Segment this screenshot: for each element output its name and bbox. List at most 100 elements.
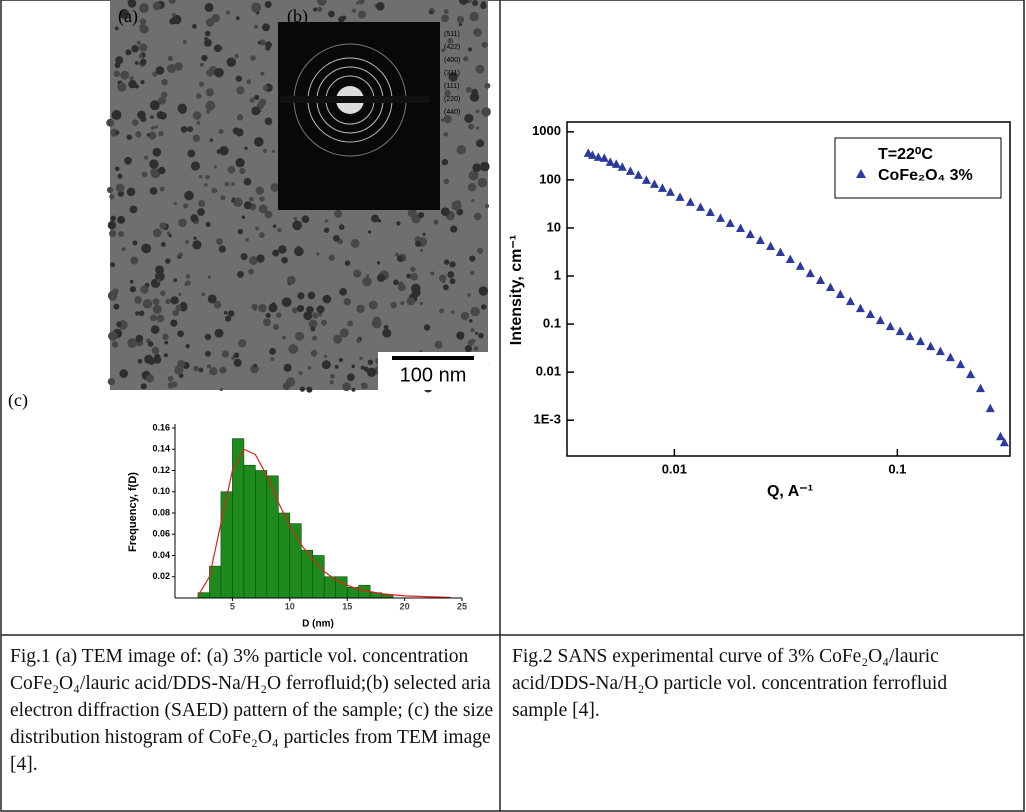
particle [219,145,229,156]
particle [236,86,245,95]
particle [213,300,222,309]
particle [167,55,173,62]
particle [334,364,339,369]
particle [185,274,191,279]
particle [169,18,176,25]
particle [255,186,264,195]
particle [205,18,215,27]
particle [235,16,240,21]
particle [443,178,450,185]
particle [224,181,230,187]
particle [196,121,201,125]
particle [328,254,335,261]
particle [265,45,271,51]
particle [134,61,139,65]
particle [154,271,165,282]
particle [249,97,255,103]
particle [285,377,296,387]
particle [282,335,286,340]
particle [467,182,477,192]
particle [213,44,222,53]
particle [127,338,138,348]
particle [185,343,190,349]
particle [353,269,362,278]
particle [254,94,260,100]
particle [152,298,160,306]
caption: Fig.1 (a) TEM image of: (a) 3% particle … [10,646,494,775]
particle [199,62,204,67]
particle [192,24,197,29]
particle [164,340,169,345]
particle [270,356,275,362]
data-point [715,213,725,222]
particle [470,306,480,317]
particle [117,82,127,92]
particle [140,80,145,85]
y-tick-label: 0.14 [152,444,170,454]
particle [351,8,357,13]
particle [239,167,246,175]
particle [440,118,445,122]
particle [243,177,252,186]
particle [190,214,199,222]
particle [114,166,120,172]
particle [356,338,361,344]
particle [440,207,450,217]
data-point [599,153,609,162]
particle [141,171,148,178]
particle [264,210,273,219]
particle [334,209,343,218]
data-point [815,275,825,285]
particle [449,278,456,285]
particle [398,281,404,287]
particle [149,100,160,111]
particle [372,316,381,326]
particle [157,166,166,175]
particle [264,0,272,9]
particle [218,245,226,253]
particle [115,183,125,193]
particle [121,247,126,252]
particle [377,218,382,223]
particle [443,131,449,137]
particle [216,238,223,245]
data-point [805,268,815,278]
particle [161,78,168,86]
particle [165,258,171,264]
particle [165,298,171,305]
particle [434,340,443,349]
particle [259,196,265,202]
particle [161,242,166,247]
particle [249,256,258,265]
y-tick-label: 0.04 [152,550,170,560]
particle [129,286,136,293]
particle [469,255,476,262]
legend-marker [856,169,866,178]
particle [159,222,167,230]
particle [467,339,474,346]
particle [355,1,359,5]
data-point [641,175,651,184]
particle [476,247,484,254]
particle [192,111,202,120]
particle [129,205,138,214]
particle [481,1,486,6]
particle [477,177,488,188]
particle [312,312,319,319]
particle [458,22,462,27]
particle [140,285,149,294]
particle [214,67,224,78]
data-point [649,179,659,188]
particle [394,252,399,257]
particle [131,45,139,53]
particle [160,91,168,99]
particle [469,11,479,22]
particle [410,266,416,272]
particle [265,312,271,319]
particle [119,8,130,19]
particle [470,270,475,276]
particle [303,311,313,321]
y-tick-label: 100 [539,171,561,186]
legend [834,137,1002,199]
particle [295,331,305,341]
